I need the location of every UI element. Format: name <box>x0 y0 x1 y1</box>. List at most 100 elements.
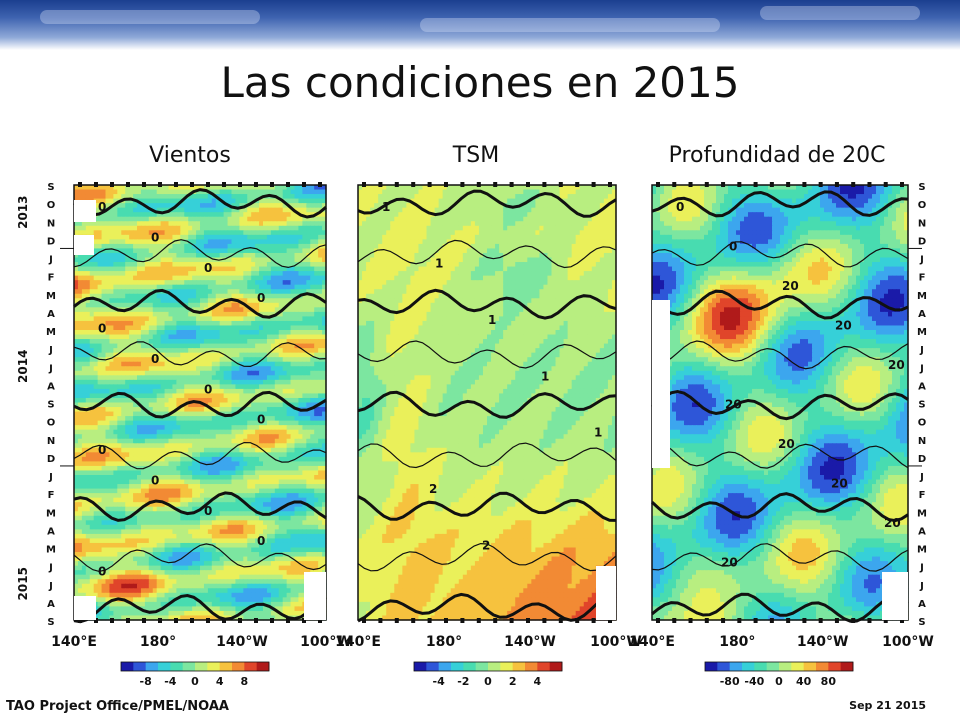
heatmap-cell <box>211 298 217 304</box>
heatmap-cell <box>314 511 319 517</box>
heatmap-cell <box>188 461 193 467</box>
heatmap-cell <box>200 515 205 521</box>
heatmap-cell <box>235 470 240 476</box>
heatmap-cell <box>318 397 323 404</box>
heatmap-cell <box>200 447 205 453</box>
heatmap-cell <box>200 502 205 508</box>
heatmap-cell <box>314 475 319 481</box>
heatmap-cell <box>125 388 130 395</box>
heatmap-cell <box>251 352 256 358</box>
heatmap-cell <box>223 289 229 295</box>
heatmap-cell <box>322 325 327 331</box>
heatmap-cell <box>223 484 229 490</box>
heatmap-cell <box>97 370 103 376</box>
heatmap-cell <box>109 465 114 472</box>
heatmap-cell <box>278 257 284 263</box>
heatmap-cell <box>172 262 177 268</box>
heatmap-cell <box>117 529 122 535</box>
heatmap-cell <box>251 411 256 417</box>
heatmap-cell <box>207 370 213 376</box>
heatmap-cell <box>113 343 118 349</box>
heatmap-cell <box>77 475 83 481</box>
heatmap-cell <box>164 443 170 449</box>
heatmap-cell <box>184 388 189 395</box>
heatmap-cell <box>227 293 233 299</box>
heatmap-cell <box>207 488 213 494</box>
heatmap-cell <box>255 452 260 458</box>
heatmap-cell <box>188 212 193 218</box>
heatmap-cell <box>203 357 209 363</box>
heatmap-cell <box>251 234 256 240</box>
heatmap-cell <box>144 384 150 390</box>
heatmap-cell <box>133 452 138 458</box>
heatmap-cell <box>109 533 114 540</box>
heatmap-cell <box>235 207 240 213</box>
heatmap-cell <box>172 348 177 354</box>
heatmap-cell <box>196 411 201 417</box>
heatmap-cell <box>160 366 166 372</box>
heatmap-cell <box>140 185 146 191</box>
heatmap-cell <box>176 411 181 417</box>
heatmap-cell <box>101 348 107 354</box>
heatmap-cell <box>125 488 130 494</box>
heatmap-cell <box>255 207 260 213</box>
heatmap-cell <box>270 393 276 399</box>
heatmap-cell <box>113 488 118 494</box>
heatmap-cell <box>298 384 303 390</box>
heatmap-cell <box>188 388 193 395</box>
heatmap-cell <box>144 375 150 381</box>
heatmap-cell <box>121 429 126 435</box>
heatmap-cell <box>263 280 268 286</box>
heatmap-cell <box>231 284 237 290</box>
heatmap-cell <box>168 257 174 263</box>
heatmap-cell <box>89 416 95 422</box>
heatmap-cell <box>282 316 288 322</box>
heatmap-cell <box>294 388 300 395</box>
heatmap-cell <box>286 393 292 399</box>
heatmap-cell <box>314 271 319 277</box>
heatmap-cell <box>314 185 319 191</box>
heatmap-cell <box>121 352 126 358</box>
heatmap-cell <box>172 497 177 503</box>
heatmap-cell <box>278 434 284 440</box>
heatmap-cell <box>85 298 91 304</box>
heatmap-cell <box>219 461 225 467</box>
heatmap-cell <box>223 311 229 318</box>
heatmap-cell <box>133 357 138 363</box>
heatmap-cell <box>109 234 114 240</box>
heatmap-cell <box>172 447 177 453</box>
heatmap-cell <box>302 402 307 408</box>
heatmap-cell <box>180 375 185 381</box>
heatmap-cell <box>180 289 185 295</box>
heatmap-cell <box>223 506 229 512</box>
heatmap-cell <box>74 189 79 195</box>
heatmap-cell <box>164 461 170 467</box>
heatmap-cell <box>85 266 91 272</box>
heatmap-cell <box>117 216 122 222</box>
heatmap-cell <box>77 420 83 426</box>
heatmap-cell <box>125 438 130 444</box>
heatmap-cell <box>101 407 107 413</box>
heatmap-cell <box>129 506 134 512</box>
heatmap-cell <box>101 194 107 200</box>
heatmap-cell <box>117 520 122 526</box>
heatmap-cell <box>286 452 292 458</box>
heatmap-cell <box>231 339 237 345</box>
heatmap-cell <box>129 479 134 485</box>
heatmap-cell <box>239 230 244 236</box>
heatmap-cell <box>322 275 327 281</box>
heatmap-cell <box>168 357 174 363</box>
heatmap-cell <box>164 203 170 209</box>
heatmap-cell <box>266 515 272 521</box>
heatmap-cell <box>235 343 240 349</box>
heatmap-cell <box>105 348 111 354</box>
heatmap-cell <box>164 330 170 336</box>
heatmap-cell <box>247 221 252 227</box>
heatmap-cell <box>306 311 311 318</box>
heatmap-cell <box>101 384 107 390</box>
heatmap-cell <box>318 293 323 299</box>
heatmap-cell <box>160 438 166 444</box>
heatmap-cell <box>188 506 193 512</box>
heatmap-cell <box>184 434 189 440</box>
heatmap-cell <box>152 293 158 299</box>
